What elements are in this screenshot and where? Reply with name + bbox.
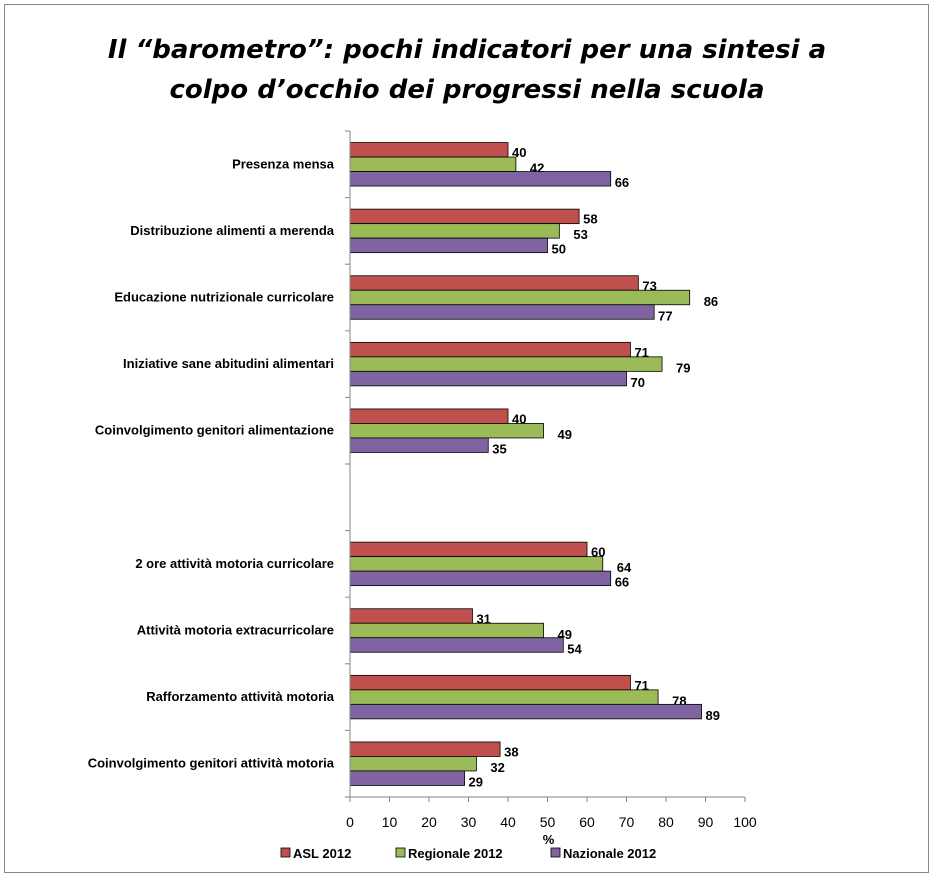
legend-label: ASL 2012	[293, 846, 351, 861]
data-label: 89	[706, 708, 720, 723]
x-tick-label: 80	[658, 814, 674, 830]
category-label: Iniziative sane abitudini alimentari	[123, 356, 334, 371]
bar	[349, 756, 477, 772]
bar	[349, 689, 659, 705]
chart-title-line-1: Il “barometro”: pochi indicatori per una…	[107, 35, 827, 65]
bar	[349, 570, 612, 587]
legend-swatch	[280, 847, 291, 858]
bar	[349, 275, 639, 291]
data-label: 64	[617, 560, 632, 575]
bar	[349, 304, 655, 320]
bar	[349, 622, 544, 639]
x-tick-label: 50	[540, 814, 556, 830]
data-label: 40	[512, 411, 526, 426]
data-label: 40	[512, 145, 526, 160]
data-label: 71	[634, 678, 648, 693]
x-tick-label: 20	[421, 814, 437, 830]
data-label: 66	[615, 575, 629, 590]
legend-label: Nazionale 2012	[563, 846, 656, 861]
x-tick-label: 0	[346, 814, 354, 830]
category-label: Coinvolgimento genitori attività motoria	[88, 756, 335, 771]
bar	[349, 674, 631, 691]
data-label: 49	[558, 427, 572, 442]
x-tick-label: 100	[733, 814, 757, 830]
bar	[349, 289, 691, 306]
bars-group: 4042665853507386777179704049356064663149…	[349, 142, 720, 789]
bar	[349, 370, 627, 387]
bar	[349, 437, 489, 453]
data-label: 58	[583, 212, 597, 227]
legend-group: ASL 2012 Regionale 2012 Nazionale 2012	[280, 846, 656, 861]
bar	[349, 770, 465, 786]
bar	[349, 208, 580, 225]
bar	[349, 341, 631, 358]
legend-swatch	[395, 847, 406, 858]
bar	[349, 156, 517, 172]
data-label: 53	[573, 227, 587, 242]
category-label: 2 ore attività motoria curricolare	[135, 556, 334, 571]
data-label: 32	[490, 760, 504, 775]
x-tick-label: 10	[382, 814, 398, 830]
x-tick-label: 70	[619, 814, 635, 830]
bar	[349, 237, 548, 254]
data-label: 70	[631, 375, 645, 390]
data-label: 50	[552, 242, 566, 257]
axes-group: Presenza mensa Distribuzione alimenti a m…	[88, 130, 757, 847]
x-tick-label: 60	[579, 814, 595, 830]
x-tick-label: 30	[461, 814, 477, 830]
chart-title-line-2: colpo d’occhio dei progressi nella scuol…	[169, 75, 765, 105]
category-label: Educazione nutrizionale curricolare	[114, 290, 334, 305]
data-label: 71	[634, 345, 648, 360]
chart-title: Il “barometro”: pochi indicatori per una…	[0, 30, 934, 110]
legend-label: Regionale 2012	[408, 846, 503, 861]
bar	[349, 223, 560, 239]
data-label: 66	[615, 175, 629, 190]
category-label: Distribuzione alimenti a merenda	[130, 223, 334, 238]
bar	[349, 423, 544, 439]
bar	[349, 541, 588, 558]
bar	[349, 608, 473, 624]
data-label: 54	[567, 641, 582, 656]
data-label: 29	[469, 774, 483, 789]
bar	[349, 741, 501, 757]
data-label: 73	[642, 278, 656, 293]
category-label: Attività motoria extracurricolare	[137, 623, 334, 638]
bar	[349, 637, 564, 653]
data-label: 86	[704, 294, 718, 309]
bar	[349, 703, 702, 720]
bar	[349, 556, 604, 572]
data-label: 77	[658, 308, 672, 323]
category-label: Presenza mensa	[232, 156, 335, 171]
data-label: 31	[476, 611, 490, 626]
data-label: 35	[492, 441, 506, 456]
x-tick-label: 40	[500, 814, 516, 830]
category-label: Rafforzamento attività motoria	[146, 689, 335, 704]
x-tick-label: 90	[698, 814, 714, 830]
bar	[349, 408, 509, 424]
bar	[349, 142, 509, 158]
data-label: 79	[676, 360, 690, 375]
data-label: 38	[504, 744, 518, 759]
data-label: 60	[591, 545, 605, 560]
x-axis-title: %	[543, 832, 555, 847]
bar	[349, 171, 612, 187]
category-label: Coinvolgimento genitori alimentazione	[95, 423, 334, 438]
bar	[349, 356, 663, 372]
legend-swatch	[550, 847, 561, 858]
